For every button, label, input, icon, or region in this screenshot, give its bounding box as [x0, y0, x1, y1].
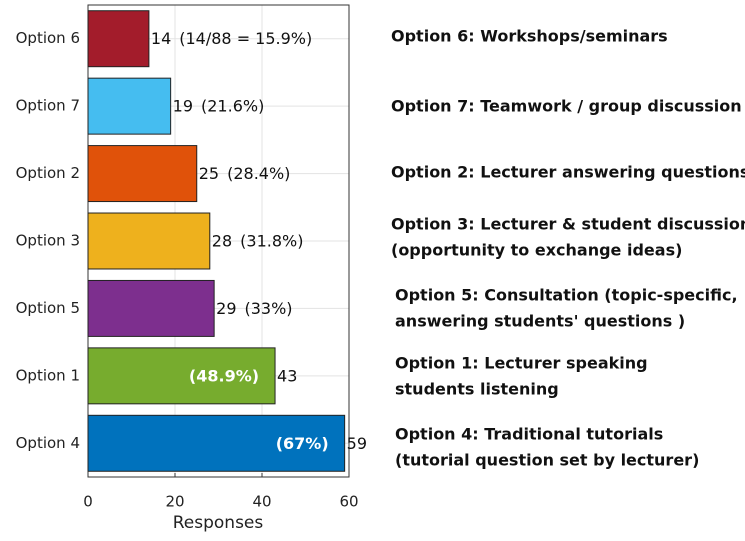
option-note: (tutorial question set by lecturer): [395, 451, 699, 470]
option-note: (opportunity to exchange ideas): [391, 241, 682, 260]
percent-label: (21.6%): [201, 97, 264, 116]
value-label: 19: [173, 97, 193, 116]
x-axis-label: Responses: [173, 513, 264, 533]
y-tick-label: Option 7: [16, 97, 80, 115]
bar: [87, 212, 211, 270]
value-label: 25: [199, 164, 219, 183]
bar: [87, 414, 346, 472]
x-tick-label: 60: [339, 493, 358, 511]
bar: [87, 77, 172, 135]
value-label: 29: [216, 299, 236, 318]
percent-label: (67%): [276, 434, 329, 453]
y-tick-label: Option 6: [16, 29, 80, 47]
y-tick-label: Option 4: [16, 434, 80, 452]
x-tick-label: 20: [165, 493, 184, 511]
option-note: students listening: [395, 380, 559, 399]
y-tick-label: Option 2: [16, 164, 80, 182]
y-tick-label: Option 5: [16, 299, 80, 317]
percent-label: (33%): [245, 299, 293, 318]
option-note: Option 3: Lecturer & student discussion: [391, 215, 745, 234]
option-note: Option 7: Teamwork / group discussion: [391, 97, 742, 116]
percent-label: (48.9%): [189, 366, 259, 385]
value-label: 43: [277, 366, 297, 385]
value-label: 14: [151, 29, 171, 48]
bar: [87, 279, 215, 337]
percent-label: (31.8%): [240, 232, 303, 251]
option-note: answering students' questions ): [395, 312, 685, 331]
option-note: Option 6: Workshops/seminars: [391, 27, 668, 46]
bar: [87, 10, 150, 68]
option-note: Option 2: Lecturer answering questions: [391, 163, 745, 182]
option-note: Option 5: Consultation (topic-specific,: [395, 286, 738, 305]
bar: [87, 347, 276, 405]
value-label: 28: [212, 232, 232, 251]
percent-label: (14/88 = 15.9%): [179, 29, 312, 48]
x-tick-label: 40: [252, 493, 271, 511]
option-note: Option 1: Lecturer speaking: [395, 354, 648, 373]
bar: [87, 145, 198, 203]
x-tick-label: 0: [83, 493, 93, 511]
y-tick-label: Option 3: [16, 232, 80, 250]
value-label: 59: [347, 434, 367, 453]
y-tick-label: Option 1: [16, 366, 80, 384]
percent-label: (28.4%): [227, 164, 290, 183]
option-note: Option 4: Traditional tutorials: [395, 425, 663, 444]
